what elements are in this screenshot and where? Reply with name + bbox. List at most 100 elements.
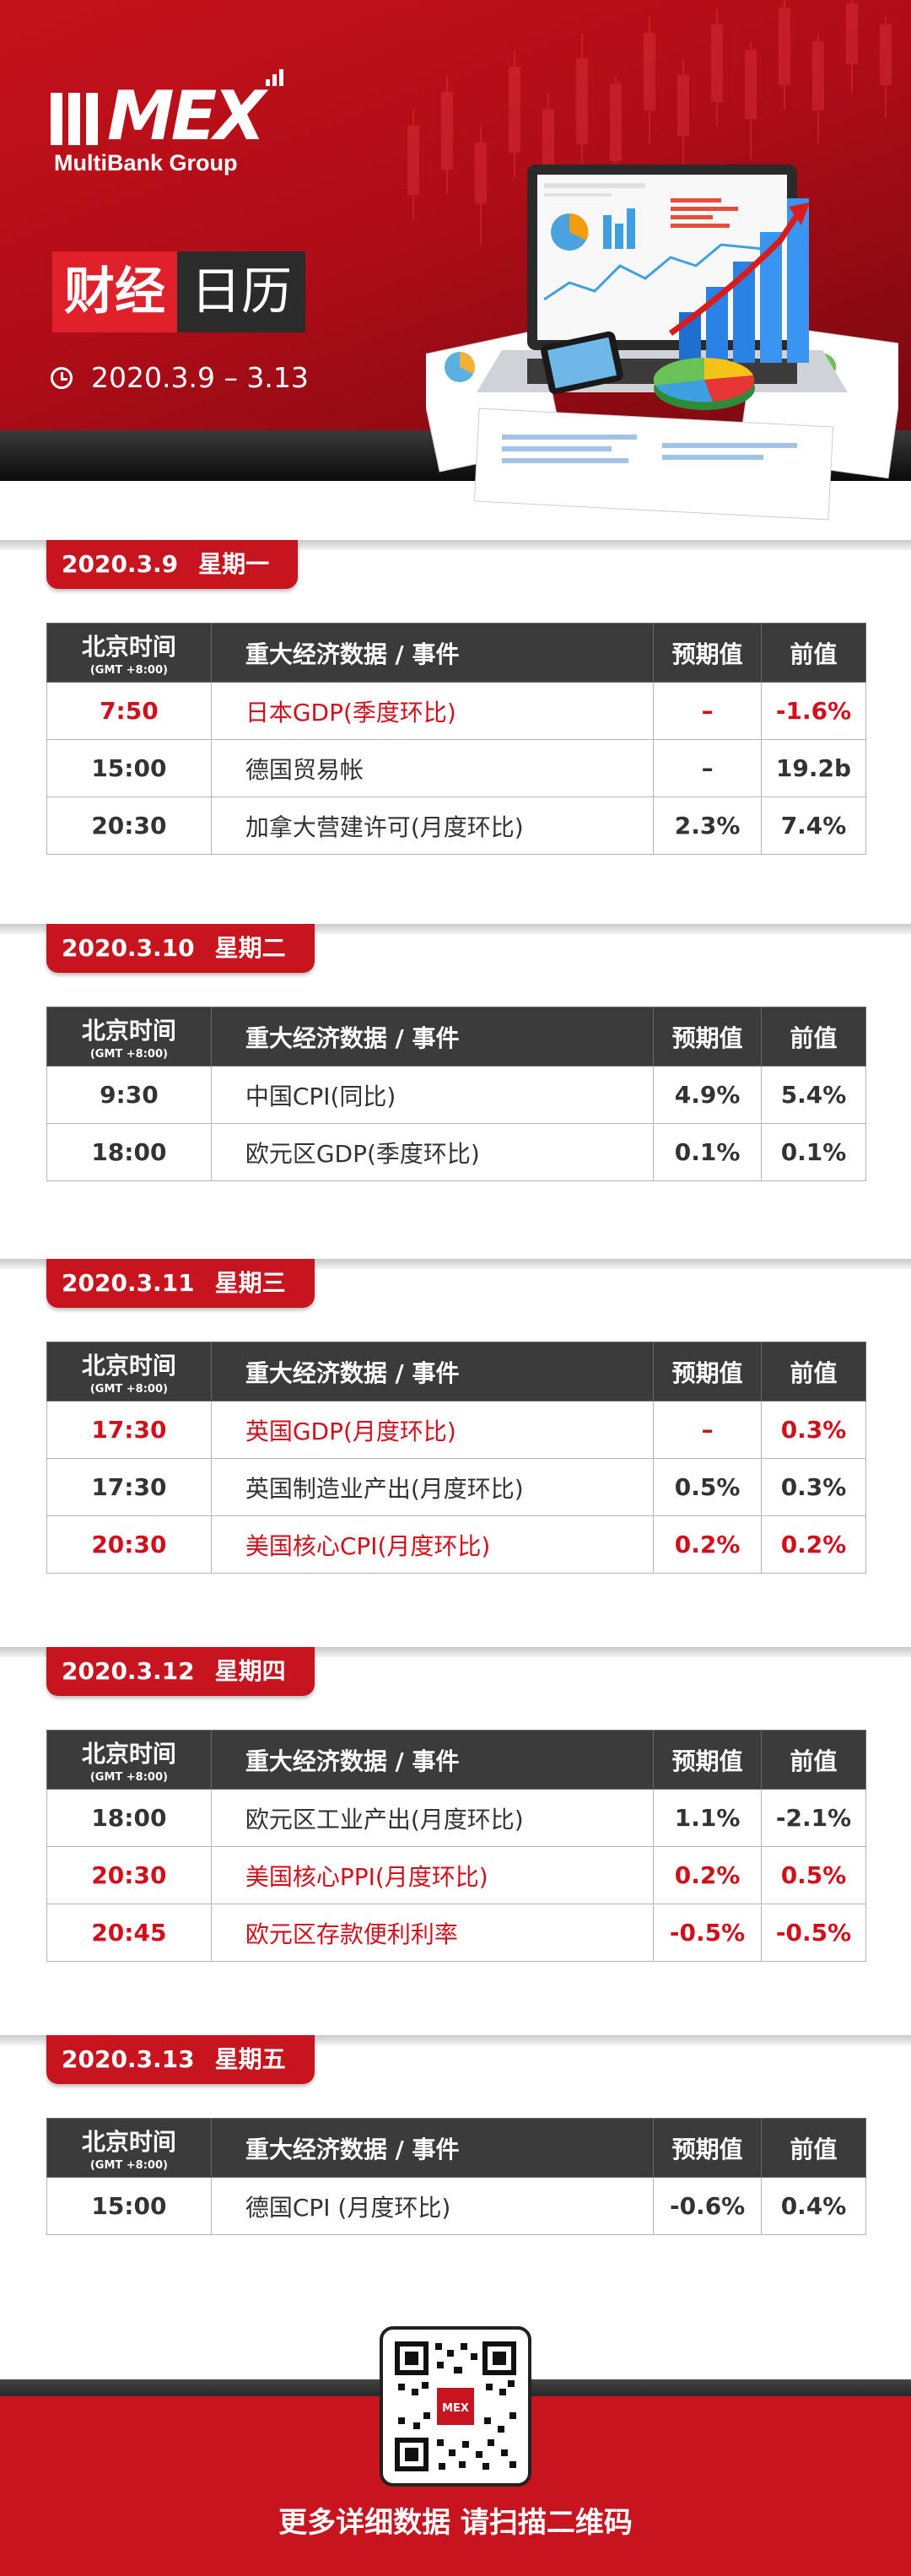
header-time: 北京时间 (GMT +8:00) bbox=[46, 1007, 212, 1067]
table-header-row: 北京时间 (GMT +8:00) 重大经济数据 / 事件 预期值 前值 bbox=[46, 2118, 866, 2178]
cell-event: 英国GDP(月度环比) bbox=[210, 1401, 655, 1459]
day-weekday: 星期五 bbox=[214, 2045, 286, 2073]
cell-time: 7:50 bbox=[46, 682, 212, 740]
cell-event: 德国CPI (月度环比) bbox=[210, 2177, 655, 2235]
cell-time: 20:30 bbox=[46, 1846, 212, 1904]
logo-bar bbox=[51, 93, 62, 145]
day-date: 2020.3.10 bbox=[62, 934, 195, 962]
logo-wordmark: MEX bbox=[107, 77, 266, 155]
cell-forecast: – bbox=[653, 682, 763, 740]
table-header-row: 北京时间 (GMT +8:00) 重大经济数据 / 事件 预期值 前值 bbox=[46, 1007, 866, 1067]
date-range-text: 2020.3.9 – 3.13 bbox=[91, 361, 309, 394]
logo-bar bbox=[68, 93, 80, 145]
cell-event: 欧元区GDP(季度环比) bbox=[210, 1123, 655, 1181]
header-time: 北京时间 (GMT +8:00) bbox=[46, 1342, 212, 1401]
qr-code-pattern: MEX bbox=[395, 2341, 516, 2471]
header-event: 重大经济数据 / 事件 bbox=[210, 1730, 655, 1790]
cell-time: 18:00 bbox=[46, 1123, 212, 1181]
header-forecast: 预期值 bbox=[653, 623, 763, 683]
cell-previous: 0.3% bbox=[761, 1458, 866, 1516]
signal-icon bbox=[265, 69, 286, 86]
table-row: 17:30 英国GDP(月度环比) –0.3% bbox=[46, 1401, 866, 1459]
title-highlight: 财经 bbox=[52, 251, 177, 332]
table-header-row: 北京时间 (GMT +8:00) 重大经济数据 / 事件 预期值 前值 bbox=[46, 623, 866, 683]
day-date: 2020.3.12 bbox=[62, 1657, 195, 1685]
cell-forecast: – bbox=[653, 1401, 763, 1459]
header-event: 重大经济数据 / 事件 bbox=[210, 1007, 655, 1067]
table-header-row: 北京时间 (GMT +8:00) 重大经济数据 / 事件 预期值 前值 bbox=[46, 1342, 866, 1401]
day-date: 2020.3.13 bbox=[62, 2045, 195, 2073]
event-table: 北京时间 (GMT +8:00) 重大经济数据 / 事件 预期值 前值 15:00 德国CP… bbox=[46, 2118, 866, 2235]
header-previous: 前值 bbox=[761, 1007, 866, 1067]
cell-forecast: 0.2% bbox=[653, 1846, 763, 1904]
cell-time: 15:00 bbox=[46, 2177, 212, 2235]
day-date: 2020.3.9 bbox=[62, 550, 179, 578]
header-timezone: (GMT +8:00) bbox=[89, 664, 168, 677]
table-row: 9:30 中国CPI(同比) 4.9% 5.4% bbox=[46, 1066, 866, 1124]
table-row: 18:00 欧元区工业产出(月度环比) 1.1% -2.1% bbox=[46, 1789, 866, 1847]
table-row: 18:00 欧元区GDP(季度环比) 0.1% 0.1% bbox=[46, 1123, 866, 1181]
qr-code-icon[interactable]: MEX bbox=[380, 2326, 531, 2487]
cell-time: 9:30 bbox=[46, 1066, 212, 1124]
header-event: 重大经济数据 / 事件 bbox=[210, 623, 655, 683]
header-event: 重大经济数据 / 事件 bbox=[210, 2118, 655, 2178]
header-forecast: 预期值 bbox=[653, 1342, 763, 1401]
table-header-row: 北京时间 (GMT +8:00) 重大经济数据 / 事件 预期值 前值 bbox=[46, 1730, 866, 1790]
cell-previous: 0.3% bbox=[761, 1401, 866, 1459]
header-previous: 前值 bbox=[761, 623, 866, 683]
cell-time: 20:30 bbox=[46, 1515, 212, 1574]
cell-previous: 19.2b bbox=[761, 739, 866, 797]
table-row: 20:30 美国核心CPI(月度环比) 0.2% 0.2% bbox=[46, 1515, 866, 1574]
header-timezone: (GMT +8:00) bbox=[89, 1383, 168, 1396]
header-timezone: (GMT +8:00) bbox=[89, 1048, 168, 1061]
day-tag: 2020.3.11 星期三 bbox=[46, 1259, 315, 1308]
day-tag: 2020.3.13 星期五 bbox=[46, 2035, 315, 2084]
header-time: 北京时间 (GMT +8:00) bbox=[46, 623, 212, 683]
title-rest: 日历 bbox=[177, 251, 305, 332]
header-timezone: (GMT +8:00) bbox=[89, 1771, 168, 1784]
cell-previous: -1.6% bbox=[761, 682, 866, 740]
cell-event: 美国核心PPI(月度环比) bbox=[210, 1846, 655, 1904]
header-previous: 前值 bbox=[761, 1730, 866, 1790]
clock-icon bbox=[51, 366, 73, 389]
cell-forecast: 0.1% bbox=[653, 1123, 763, 1181]
header-time-label: 北京时间 bbox=[81, 2128, 176, 2156]
cell-event: 英国制造业产出(月度环比) bbox=[210, 1458, 655, 1516]
event-table: 北京时间 (GMT +8:00) 重大经济数据 / 事件 预期值 前值 9:30 中国CPI… bbox=[46, 1007, 866, 1181]
header-forecast: 预期值 bbox=[653, 2118, 763, 2178]
cell-forecast: 0.5% bbox=[653, 1458, 763, 1516]
day-weekday: 星期四 bbox=[214, 1657, 286, 1685]
header-time: 北京时间 (GMT +8:00) bbox=[46, 2118, 212, 2178]
header-previous: 前值 bbox=[761, 2118, 866, 2178]
header-time-label: 北京时间 bbox=[81, 1352, 176, 1380]
cell-forecast: 1.1% bbox=[653, 1789, 763, 1847]
logo-subtitle: MultiBank Group bbox=[54, 150, 238, 176]
cell-previous: 0.2% bbox=[761, 1515, 866, 1574]
header-forecast: 预期值 bbox=[653, 1730, 763, 1790]
cell-forecast: -0.5% bbox=[653, 1904, 763, 1962]
day-tag: 2020.3.12 星期四 bbox=[46, 1647, 315, 1696]
cell-forecast: – bbox=[653, 739, 763, 797]
cell-time: 17:30 bbox=[46, 1458, 212, 1516]
table-row: 17:30 英国制造业产出(月度环比) 0.5% 0.3% bbox=[46, 1458, 866, 1516]
cell-event: 德国贸易帐 bbox=[210, 739, 655, 797]
table-row: 20:30 加拿大营建许可(月度环比) 2.3% 7.4% bbox=[46, 797, 866, 855]
event-table: 北京时间 (GMT +8:00) 重大经济数据 / 事件 预期值 前值 7:50 日本GDP… bbox=[46, 623, 866, 855]
cell-previous: 0.1% bbox=[761, 1123, 866, 1181]
header-previous: 前值 bbox=[761, 1342, 866, 1401]
cell-previous: -0.5% bbox=[761, 1904, 866, 1962]
table-row: 15:00 德国CPI (月度环比) -0.6% 0.4% bbox=[46, 2177, 866, 2235]
cell-time: 20:45 bbox=[46, 1904, 212, 1962]
day-tag: 2020.3.9 星期一 bbox=[46, 540, 299, 589]
cell-event: 美国核心CPI(月度环比) bbox=[210, 1515, 655, 1574]
cell-event: 加拿大营建许可(月度环比) bbox=[210, 797, 655, 855]
header-time: 北京时间 (GMT +8:00) bbox=[46, 1730, 212, 1790]
cell-forecast: 2.3% bbox=[653, 797, 763, 855]
qr-badge-text: MEX bbox=[442, 2402, 469, 2415]
cell-event: 欧元区存款便利利率 bbox=[210, 1904, 655, 1962]
cell-time: 18:00 bbox=[46, 1789, 212, 1847]
laptop-illustration-icon bbox=[426, 165, 898, 521]
header-time-label: 北京时间 bbox=[81, 633, 176, 661]
logo-bar bbox=[86, 93, 98, 145]
